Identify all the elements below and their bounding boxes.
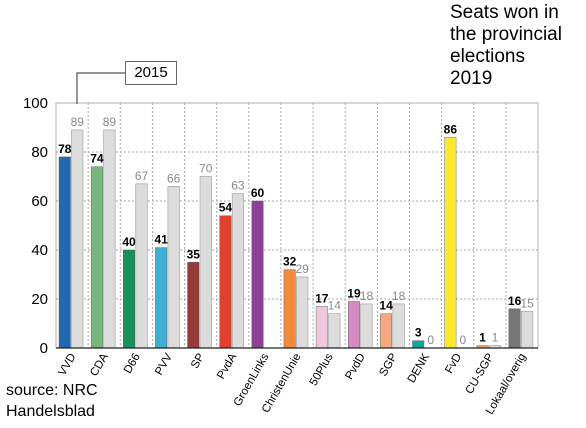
data-label-2019: 41 xyxy=(154,233,168,247)
data-label-2015: 63 xyxy=(231,179,245,193)
y-tick-label: 20 xyxy=(31,291,48,308)
chart-title-line: 2019 xyxy=(450,68,493,89)
x-tick-label: D66 xyxy=(122,352,143,376)
chart-title-line: Seats won in xyxy=(450,2,559,23)
x-tick-label: DENK xyxy=(406,351,433,385)
bar-2019 xyxy=(315,306,328,349)
data-label-2019: 78 xyxy=(58,142,72,156)
data-label-2015: 0 xyxy=(460,333,467,347)
x-tick-label: 50Plus xyxy=(308,351,336,388)
data-label-2019: 60 xyxy=(251,186,265,200)
legend-label: 2015 xyxy=(134,64,168,81)
data-label-2015: 70 xyxy=(199,162,213,176)
data-label-2015: 18 xyxy=(392,289,406,303)
data-label-2019: 14 xyxy=(379,299,393,313)
data-label-2019: 17 xyxy=(315,291,329,305)
bar-2015 xyxy=(360,303,373,349)
data-label-2015: 15 xyxy=(520,296,534,310)
bar-2019 xyxy=(444,137,457,349)
data-label-2015: 0 xyxy=(427,333,434,347)
legend-leader-line xyxy=(76,72,125,104)
data-label-2015: 29 xyxy=(296,262,310,276)
data-label-2019: 16 xyxy=(508,294,522,308)
x-tick-label: PvdD xyxy=(343,352,367,382)
x-tick-label: CU-SGP xyxy=(464,351,497,396)
data-label-2019: 35 xyxy=(187,247,201,261)
bars-layer xyxy=(58,129,534,349)
y-tick-label: 40 xyxy=(31,242,48,259)
x-tick-label: FvD xyxy=(443,352,464,376)
x-tick-label: VVD xyxy=(56,352,78,378)
bar-2015 xyxy=(199,176,212,349)
bar-2015 xyxy=(328,313,341,349)
bar-2019 xyxy=(508,308,521,349)
bar-2015 xyxy=(296,276,309,349)
y-tick-label: 60 xyxy=(31,193,48,210)
data-label-2019: 19 xyxy=(347,286,361,300)
data-label-2015: 67 xyxy=(135,169,149,183)
source-note: source: NRC Handelsblad xyxy=(6,380,98,422)
data-label-2019: 32 xyxy=(283,255,297,269)
bar-2019 xyxy=(412,340,425,349)
y-tick-label: 0 xyxy=(40,340,48,357)
bar-2019 xyxy=(283,269,296,349)
x-tick-label: PvdA xyxy=(215,351,239,381)
chart-title: Seats won in the provincial elections 20… xyxy=(450,2,586,90)
x-tick-label: CDA xyxy=(88,351,111,378)
source-line: Handelsblad xyxy=(6,403,95,420)
data-label-2019: 3 xyxy=(415,326,422,340)
bar-2015 xyxy=(392,303,405,349)
legend-2015: 2015 xyxy=(125,61,177,85)
bar-2015 xyxy=(231,193,244,349)
y-tick-label: 80 xyxy=(31,144,48,161)
bar-2019 xyxy=(251,200,264,349)
bar-2019 xyxy=(187,262,200,349)
data-label-2015: 1 xyxy=(492,331,499,345)
data-label-2015: 89 xyxy=(103,115,117,129)
data-label-2019: 86 xyxy=(444,122,458,136)
bar-2015 xyxy=(167,186,180,349)
x-tick-label: PVV xyxy=(153,351,175,377)
x-tick-label: SGP xyxy=(377,351,400,378)
data-label-2015: 66 xyxy=(167,171,181,185)
data-label-2015: 14 xyxy=(328,299,342,313)
data-label-2015: 89 xyxy=(71,115,85,129)
data-label-2015: 18 xyxy=(360,289,374,303)
bar-2019 xyxy=(380,313,393,349)
bar-2019 xyxy=(348,301,360,349)
x-tick-label: SP xyxy=(189,351,207,371)
bar-2015 xyxy=(521,310,534,349)
bar-2015 xyxy=(103,129,116,349)
y-tick-label: 100 xyxy=(23,95,48,112)
chart-title-line: the provincial xyxy=(450,24,562,45)
bar-2019 xyxy=(123,249,135,349)
chart-title-line: elections xyxy=(450,46,525,67)
bar-2015 xyxy=(71,129,84,349)
bar-2019 xyxy=(58,156,71,349)
data-label-2019: 1 xyxy=(479,331,486,345)
data-label-2019: 40 xyxy=(122,235,136,249)
source-line: source: NRC xyxy=(6,382,98,399)
data-label-2019: 74 xyxy=(90,152,104,166)
bar-2019 xyxy=(90,166,103,349)
bar-2015 xyxy=(135,183,148,349)
bar-2019 xyxy=(155,247,168,349)
data-label-2019: 54 xyxy=(219,201,233,215)
bar-2019 xyxy=(219,215,232,349)
